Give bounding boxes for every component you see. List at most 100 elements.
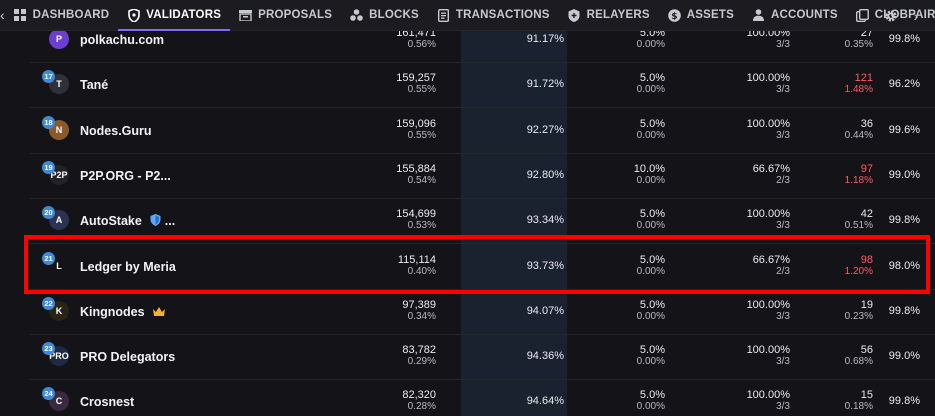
table-row[interactable]: PRO 23 PRO Delegators 83,782 0.29% 94.36… bbox=[30, 334, 935, 381]
commission-cell: 5.0% 0.00% bbox=[637, 208, 665, 231]
validator-name[interactable]: polkachu.com bbox=[80, 33, 164, 47]
uptime-cell: 100.00% 3/3 bbox=[747, 389, 790, 412]
commission-change: 0.00% bbox=[636, 84, 665, 96]
signed-percent: 99.8% bbox=[888, 214, 920, 227]
tab-blocks[interactable]: BLOCKS bbox=[341, 0, 428, 31]
commission-change: 0.00% bbox=[636, 401, 665, 413]
stake-amount: 161,471 bbox=[396, 31, 436, 39]
commission-change: 0.00% bbox=[636, 174, 665, 186]
signed-percent: 99.8% bbox=[888, 395, 920, 408]
table-row[interactable]: C 24 Crosnest 82,320 0.28% 94.64% 5.0% 0… bbox=[30, 379, 935, 416]
rank-badge: 20 bbox=[42, 206, 55, 220]
cumulative-cell: 93.34% bbox=[527, 214, 564, 226]
signed-percent: 99.0% bbox=[888, 350, 920, 363]
validator-name[interactable]: P2P.ORG - P2... bbox=[80, 169, 171, 183]
table-row[interactable]: T 17 Tané 159,257 0.55% 91.72% 5.0% 0.00… bbox=[30, 62, 935, 109]
cumulative-share: 94.36% bbox=[526, 350, 564, 363]
tab-transactions[interactable]: TRANSACTIONS bbox=[428, 0, 559, 31]
tab-validators[interactable]: VALIDATORS bbox=[118, 0, 230, 31]
stake-percent: 0.40% bbox=[407, 265, 436, 277]
uptime-ratio: 3/3 bbox=[776, 356, 790, 368]
tab-assets[interactable]: $ ASSETS bbox=[659, 0, 743, 31]
uptime-percent: 100.00% bbox=[746, 31, 790, 39]
validator-name-text: Kingnodes bbox=[80, 304, 145, 319]
validator-name[interactable]: Crosnest bbox=[80, 395, 134, 409]
missed-blocks-cell: 98 1.20% bbox=[845, 254, 873, 277]
table-row[interactable]: N 18 Nodes.Guru 159,096 0.55% 92.27% 5.0… bbox=[30, 108, 935, 154]
missed-blocks-cell: 56 0.68% bbox=[845, 344, 873, 367]
uptime-percent: 100.00% bbox=[746, 389, 790, 402]
cumulative-share: 91.72% bbox=[526, 78, 564, 91]
tab-proposals[interactable]: PROPOSALS bbox=[230, 0, 341, 31]
commission-rate: 5.0% bbox=[639, 389, 665, 402]
tab-label: DASHBOARD bbox=[32, 9, 110, 21]
validator-avatar: P bbox=[49, 31, 69, 49]
stake-cell: 83,782 0.29% bbox=[402, 344, 436, 367]
missed-blocks-cell: 121 1.48% bbox=[845, 72, 873, 95]
cumulative-share: 91.17% bbox=[526, 33, 564, 45]
stake-percent: 0.55% bbox=[407, 129, 436, 141]
proposals-icon bbox=[239, 9, 253, 22]
table-row[interactable]: K 22 Kingnodes 97,389 0.34% 94.07% 5.0% … bbox=[30, 289, 935, 335]
validator-name[interactable]: Nodes.Guru bbox=[80, 124, 152, 138]
validators-table: P polkachu.com 161,471 0.56% 91.17% 5.0%… bbox=[30, 31, 935, 416]
uptime-percent: 100.00% bbox=[746, 72, 790, 85]
commission-change: 0.00% bbox=[636, 356, 665, 368]
scroll-right-arrow-icon[interactable]: › bbox=[913, 7, 919, 24]
tab-label: RELAYERS bbox=[586, 9, 650, 21]
tab-dashboard[interactable]: DASHBOARD bbox=[5, 0, 119, 31]
stake-amount: 97,389 bbox=[402, 298, 436, 311]
table-row[interactable]: L 21 Ledger by Meria 115,114 0.40% 93.73… bbox=[30, 244, 935, 290]
missed-blocks-cell: 42 0.51% bbox=[845, 208, 873, 231]
uptime-cell: 66.67% 2/3 bbox=[753, 163, 790, 186]
commission-cell: 5.0% 0.00% bbox=[637, 31, 665, 50]
missed-blocks-percent: 0.18% bbox=[844, 401, 873, 413]
missed-blocks-count: 97 bbox=[860, 162, 873, 175]
stake-cell: 159,257 0.55% bbox=[396, 72, 436, 95]
missed-blocks-count: 98 bbox=[860, 253, 873, 266]
uptime-ratio: 2/3 bbox=[776, 174, 790, 186]
table-row[interactable]: P polkachu.com 161,471 0.56% 91.17% 5.0%… bbox=[30, 31, 935, 63]
cumulative-cell: 93.73% bbox=[527, 260, 564, 272]
validator-name[interactable]: Ledger by Meria bbox=[80, 260, 176, 274]
validator-name[interactable]: Kingnodes bbox=[80, 304, 166, 319]
commission-cell: 5.0% 0.00% bbox=[637, 344, 665, 367]
stake-percent: 0.55% bbox=[407, 84, 436, 96]
validator-name[interactable]: Tané bbox=[80, 78, 108, 92]
top-nav: ‹ DASHBOARD VALIDATORS PROPOSALS BLOCKS bbox=[0, 0, 935, 31]
cumulative-share: 93.34% bbox=[526, 214, 564, 227]
missed-blocks-percent: 1.20% bbox=[844, 265, 873, 277]
gear-icon[interactable] bbox=[884, 9, 898, 23]
missed-blocks-count: 121 bbox=[854, 72, 873, 85]
tab-label: BLOCKS bbox=[369, 9, 419, 21]
commission-rate: 5.0% bbox=[639, 298, 665, 311]
table-row[interactable]: P2P 19 P2P.ORG - P2... 155,884 0.54% 92.… bbox=[30, 153, 935, 199]
clobpairs-icon bbox=[855, 8, 869, 22]
missed-blocks-percent: 0.44% bbox=[844, 129, 873, 141]
signed-percent-cell: 96.2% bbox=[889, 78, 920, 90]
validator-name[interactable]: AutoStake ... bbox=[80, 214, 175, 228]
validator-name[interactable]: PRO Delegators bbox=[80, 350, 175, 364]
stake-percent: 0.28% bbox=[407, 401, 436, 413]
missed-blocks-cell: 36 0.44% bbox=[845, 118, 873, 141]
tab-relayers[interactable]: RELAYERS bbox=[559, 0, 659, 31]
svg-text:$: $ bbox=[671, 11, 677, 21]
rank-badge: 19 bbox=[42, 160, 55, 174]
rank-badge: 18 bbox=[42, 115, 55, 129]
commission-rate: 5.0% bbox=[639, 253, 665, 266]
tab-label: ACCOUNTS bbox=[771, 9, 838, 21]
uptime-ratio: 2/3 bbox=[776, 265, 790, 277]
signed-percent-cell: 99.8% bbox=[889, 305, 920, 317]
tab-accounts[interactable]: ACCOUNTS bbox=[743, 0, 847, 31]
uptime-percent: 66.67% bbox=[752, 253, 790, 266]
stake-amount: 155,884 bbox=[396, 162, 436, 175]
stake-cell: 154,699 0.53% bbox=[396, 208, 436, 231]
scroll-left-arrow-icon[interactable]: ‹ bbox=[0, 7, 5, 23]
validator-name-text: polkachu.com bbox=[80, 33, 165, 47]
rank-badge: 17 bbox=[42, 70, 55, 84]
uptime-cell: 100.00% 3/3 bbox=[747, 344, 790, 367]
table-row[interactable]: A 20 AutoStake ... 154,699 0.53% 93.34% … bbox=[30, 198, 935, 245]
commission-rate: 5.0% bbox=[639, 31, 665, 39]
rank-badge: 24 bbox=[42, 387, 55, 401]
missed-blocks-cell: 15 0.18% bbox=[845, 389, 873, 412]
